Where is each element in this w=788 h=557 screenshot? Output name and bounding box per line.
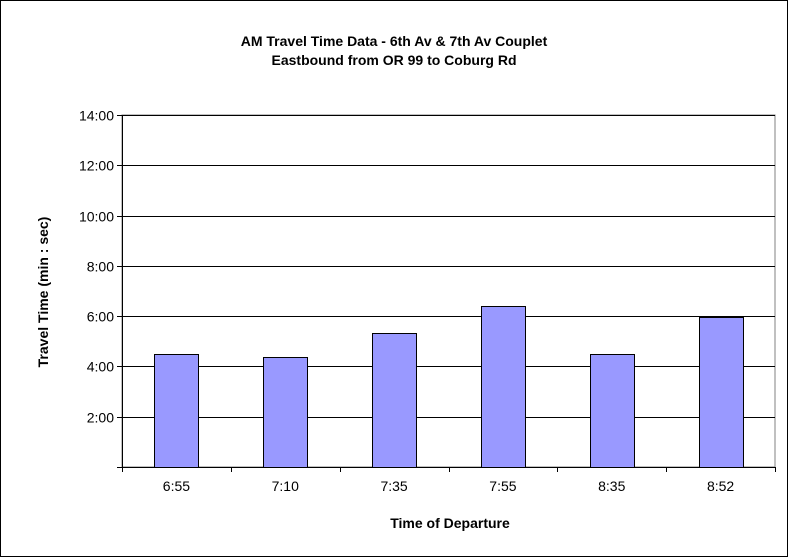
x-tick-labels: 6:55 7:10 7:35 7:55 8:35 8:52 [163, 478, 735, 494]
x-tick-label: 7:55 [489, 478, 516, 494]
bar-7-55 [481, 306, 526, 468]
x-tick-label: 6:55 [163, 478, 190, 494]
x-axis-label: Time of Departure [390, 515, 510, 531]
bars [154, 306, 744, 468]
y-tick-labels: 2:00 4:00 6:00 8:00 10:00 12:00 14:00 [79, 108, 114, 426]
bar-7-35 [372, 333, 417, 468]
y-tick-label: 10:00 [79, 209, 114, 225]
y-tick-label: 12:00 [79, 158, 114, 174]
plot-area [121, 114, 776, 468]
chart-subtitle: Eastbound from OR 99 to Coburg Rd [271, 52, 517, 68]
y-axis-label: Travel Time (min : sec) [35, 217, 51, 368]
x-tick-label: 8:52 [707, 478, 734, 494]
y-tick-label: 14:00 [79, 108, 114, 124]
x-tick-label: 7:10 [272, 478, 299, 494]
axes [117, 115, 776, 472]
bar-8-35 [590, 354, 635, 468]
bar-6-55 [154, 354, 199, 468]
x-tick-label: 7:35 [380, 478, 407, 494]
x-tick-label: 8:35 [598, 478, 625, 494]
chart-title: AM Travel Time Data - 6th Av & 7th Av Co… [240, 33, 548, 49]
y-tick-label: 8:00 [87, 259, 114, 275]
y-tick-label: 4:00 [87, 359, 114, 375]
y-tick-label: 6:00 [87, 309, 114, 325]
bar-7-10 [263, 357, 308, 468]
gridlines [121, 114, 776, 468]
y-tick-label: 2:00 [87, 410, 114, 426]
bar-8-52 [699, 317, 744, 468]
